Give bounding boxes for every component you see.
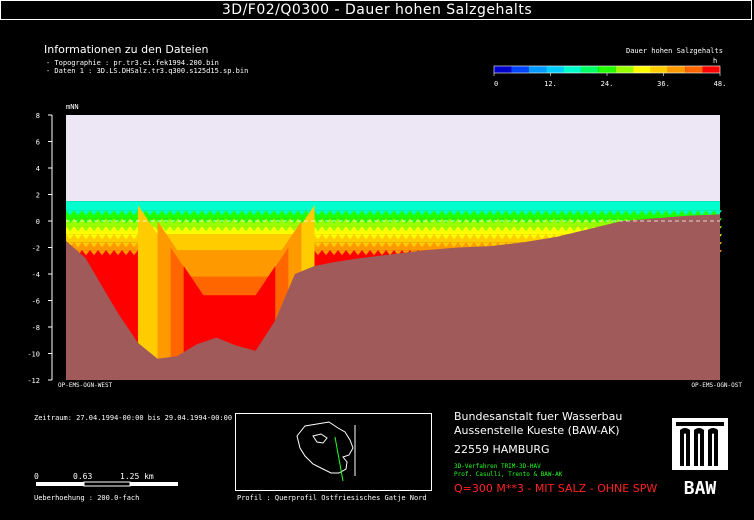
institute-city: 22559 HAMBURG: [454, 443, 550, 456]
scale-label-end: 1.25 km: [120, 472, 154, 481]
legend-swatch: [511, 66, 529, 73]
band-teeth: [66, 210, 722, 216]
band-teeth: [66, 226, 722, 232]
y-tick-label: -8: [32, 324, 40, 332]
legend-title: Dauer hohen Salzgehalts: [626, 47, 723, 55]
institute-branch: Aussenstelle Kueste (BAW-AK): [454, 424, 620, 437]
baw-logo-text: BAW: [684, 478, 717, 498]
note-method: 3D-Verfahren TRIM-3D-HAV: [454, 463, 541, 470]
period-text: Zeitraum: 27.04.1994-00:00 bis 29.04.199…: [34, 414, 233, 422]
y-tick-label: 8: [36, 112, 40, 120]
salinity-band: [66, 210, 720, 219]
seabed-profile: [66, 201, 720, 380]
y-tick-label: -10: [27, 351, 40, 359]
y-tick-label: 0: [36, 218, 40, 226]
legend-tick-label: 24.: [601, 80, 614, 88]
y-tick-label: 4: [36, 165, 40, 173]
legend-tick-label: 48.: [714, 80, 727, 88]
legend-colorbar: 0 12. 24. 36. 48.: [493, 65, 727, 88]
band-teeth: [66, 218, 722, 224]
scale-label-0: 0: [34, 472, 39, 481]
salinity-band: [66, 226, 720, 235]
legend-swatch: [650, 66, 668, 73]
legend-swatch: [685, 66, 703, 73]
institute-name: Bundesanstalt fuer Wasserbau: [454, 410, 623, 423]
legend-swatch: [528, 66, 547, 73]
y-tick-label: -2: [32, 245, 40, 253]
overhang-text: Ueberhoehung : 200.0-fach: [34, 494, 140, 502]
salinity-profile-chart: mNN 8 6 4 2 0 -2 -4 -6 -8 -10 -12 OP-EMS-OGN-WEST OP-…: [27, 103, 742, 389]
y-tick-label: 6: [36, 139, 40, 147]
legend-swatch: [580, 66, 599, 73]
salinity-band: [66, 218, 720, 227]
legend-tick-label: 36.: [657, 80, 670, 88]
profile-caption: Profil : Querprofil Ostfriesisches Gatje…: [237, 494, 427, 502]
y-tick-label: -4: [32, 271, 40, 279]
legend-swatch: [563, 66, 581, 73]
baw-logo: BAW: [672, 418, 728, 498]
page-title: 3D/F02/Q0300 - Dauer hohen Salzgehalts: [221, 2, 533, 18]
info-data-file: - Daten 1 : 3D.LS.DHSalz.tr3.q300.s125d1…: [46, 67, 249, 75]
x-right-label: OP-EMS-OGN-OST: [691, 382, 742, 389]
salinity-band: [66, 234, 720, 243]
legend-swatch: [633, 66, 651, 73]
legend-swatch: [494, 66, 512, 73]
y-tick-label: 2: [36, 192, 40, 200]
y-tick-label: -12: [27, 377, 40, 385]
legend-swatch: [702, 66, 720, 73]
air-region: [66, 115, 720, 202]
note-credits: Prof. Casulli, Trento & BAW-AK: [454, 471, 563, 478]
legend-swatch: [598, 66, 616, 73]
run-description: Q=300 M**3 - MIT SALZ - OHNE SPW: [454, 482, 658, 495]
legend-unit: h: [713, 57, 718, 65]
scale-bar: [36, 481, 178, 487]
location-map: [235, 413, 432, 491]
y-tick-label: -6: [32, 298, 40, 306]
scale-label-mid: 0.63: [73, 472, 93, 481]
legend-swatch: [546, 66, 564, 73]
info-heading: Informationen zu den Dateien: [44, 43, 209, 56]
legend-tick-label: 0: [494, 80, 498, 88]
title-frame: [0, 0, 752, 20]
legend-tick-label: 12.: [544, 80, 557, 88]
salinity-band: [66, 201, 720, 211]
y-axis-label: mNN: [66, 103, 79, 111]
legend-swatch: [667, 66, 686, 73]
x-left-label: OP-EMS-OGN-WEST: [58, 382, 113, 389]
legend-swatch: [615, 66, 634, 73]
salinity-band: [66, 242, 720, 251]
info-topography: - Topographie : pr.tr3.ei.fek1994.200.bi…: [46, 59, 219, 67]
